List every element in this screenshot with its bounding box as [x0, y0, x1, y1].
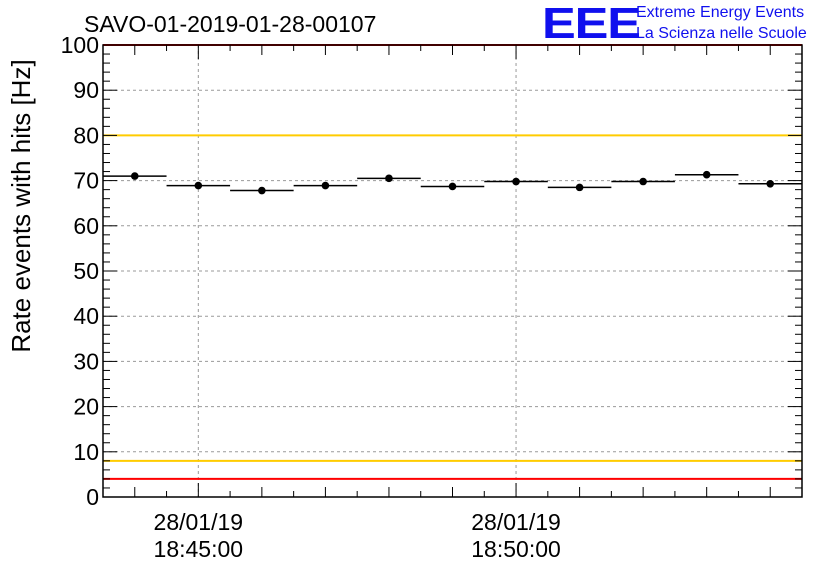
data-point [385, 174, 393, 183]
x-tick-date-label: 28/01/19 [471, 509, 561, 535]
y-tick-label: 30 [73, 348, 99, 374]
y-tick-label: 100 [61, 32, 99, 58]
y-tick-label: 90 [73, 77, 99, 103]
data-point [448, 182, 457, 191]
data-point [512, 177, 520, 186]
data-point [766, 179, 775, 188]
y-tick-label: 20 [73, 394, 99, 420]
chart-title: SAVO-01-2019-01-28-00107 [84, 11, 376, 37]
data-point [639, 177, 647, 186]
y-tick-label: 10 [73, 439, 99, 465]
data-point [702, 170, 711, 179]
data-point [321, 181, 330, 190]
grid-layer [103, 45, 802, 497]
reference-lines [103, 44, 802, 480]
y-tick-label: 60 [73, 213, 99, 239]
logo-text-line1: Extreme Energy Events [636, 4, 805, 21]
data-point [194, 181, 203, 190]
data-point [258, 186, 266, 195]
y-tick-label: 0 [86, 484, 99, 510]
y-tick-label: 80 [73, 122, 99, 148]
data-point [575, 183, 584, 192]
y-tick-label: 50 [73, 258, 99, 284]
x-tick-date-label: 28/01/19 [154, 509, 244, 535]
x-tick-time-label: 18:50:00 [471, 536, 561, 562]
tick-labels: 010203040506070809010028/01/1918:45:0028… [61, 32, 561, 562]
eee-logo-mark: EEE [542, 0, 641, 48]
y-tick-label: 40 [73, 303, 99, 329]
y-axis-label: Rate events with hits [Hz] [6, 59, 36, 352]
x-tick-time-label: 18:45:00 [154, 536, 244, 562]
y-tick-label: 70 [73, 168, 99, 194]
tick-marks [102, 44, 803, 498]
data-points [103, 170, 802, 195]
data-point [130, 172, 139, 180]
logo-text-line2: La Scienza nelle Scuole [636, 25, 807, 42]
